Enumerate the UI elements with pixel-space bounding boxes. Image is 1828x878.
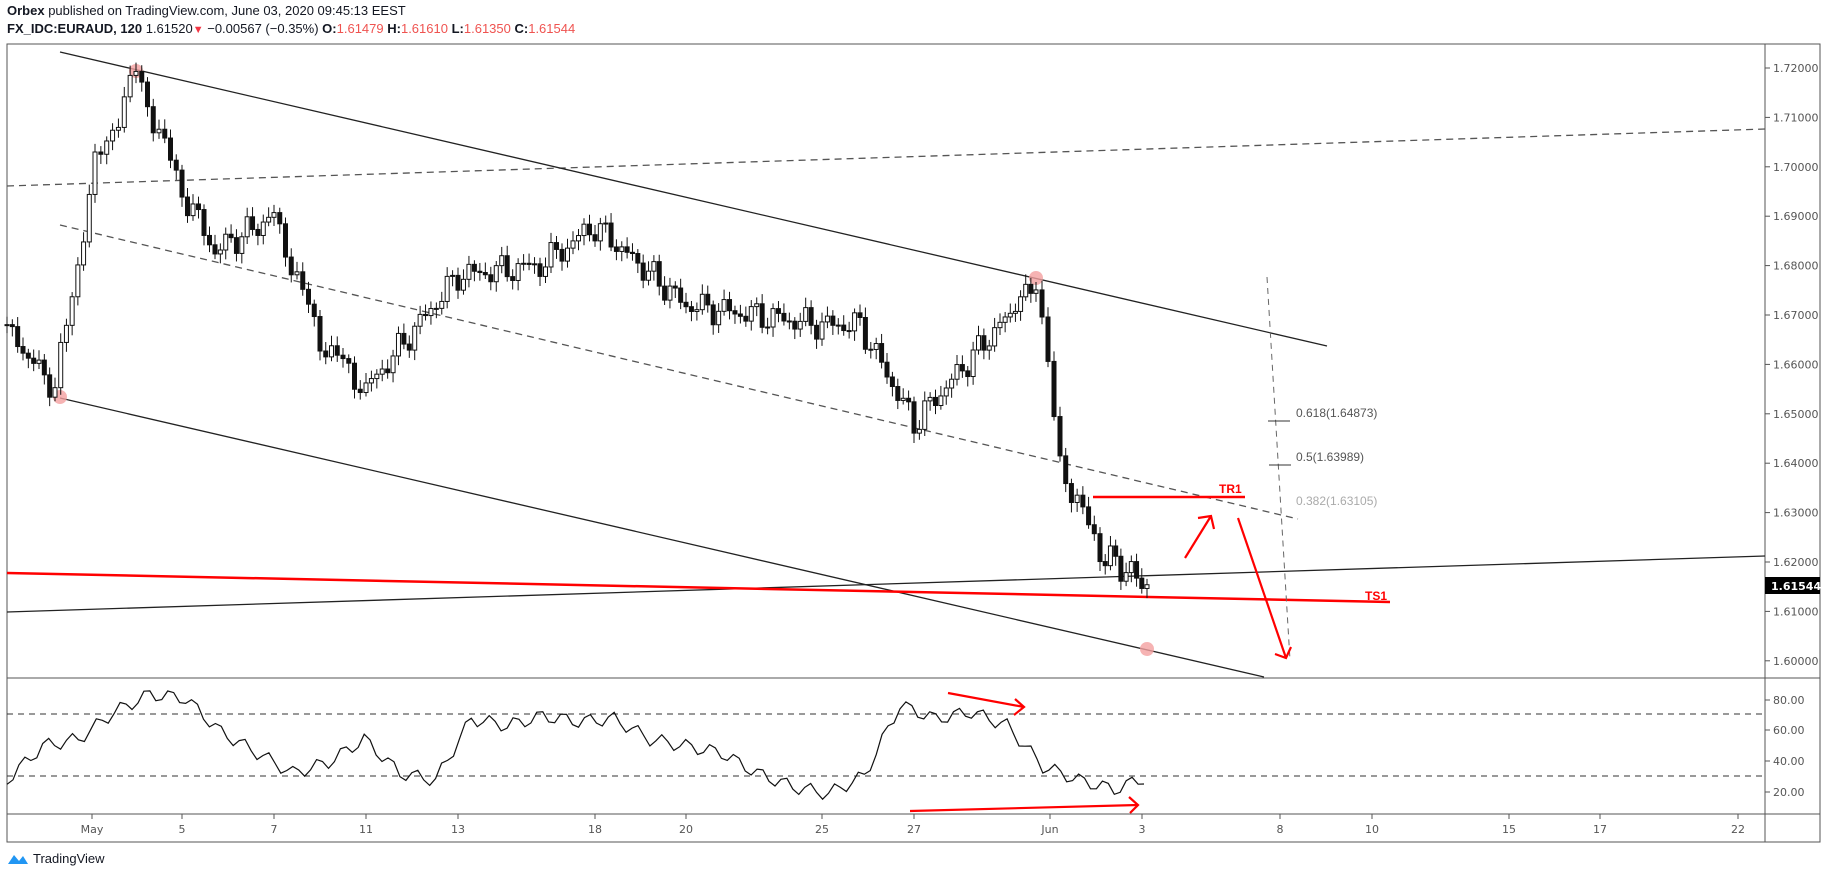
time-tick-label: 10	[1365, 823, 1379, 836]
fib-618-label: 0.618(1.64873)	[1296, 406, 1377, 420]
ts1-label: TS1	[1365, 589, 1387, 603]
price-tick-label: 1.65000	[1773, 408, 1819, 421]
close-value: 1.61544	[528, 21, 576, 36]
time-tick-label: 22	[1731, 823, 1745, 836]
publisher: Orbex	[7, 3, 45, 18]
rsi-divergence-top-arrow[interactable]	[947, 691, 1026, 716]
svg-text:60.00: 60.00	[1773, 724, 1805, 737]
time-tick-label: 5	[179, 823, 186, 836]
swing-low-marker-2	[1140, 642, 1154, 656]
price-tick-label: 1.64000	[1773, 457, 1819, 470]
high-value: 1.61610	[400, 21, 448, 36]
time-tick-label: 3	[1139, 823, 1146, 836]
time-tick-label: 11	[359, 823, 373, 836]
time-tick-label: 25	[815, 823, 829, 836]
time-tick-label: 27	[907, 823, 921, 836]
svg-text:40.00: 40.00	[1773, 755, 1805, 768]
price-tick-label: 1.62000	[1773, 556, 1819, 569]
symbol-legend: FX_IDC:EURAUD, 120 1.61520▼ −0.00567 (−0…	[7, 21, 575, 36]
time-tick-label: 8	[1277, 823, 1284, 836]
swing-high-marker-2	[1029, 271, 1043, 285]
price-axis[interactable]: 1.72000 1.71000 1.70000 1.69000 1.68000 1.670…	[1765, 62, 1819, 668]
price-tick-label: 1.71000	[1773, 111, 1819, 124]
svg-text:20.00: 20.00	[1773, 786, 1805, 799]
close-label: C:	[514, 21, 529, 36]
open-value: 1.61479	[336, 21, 384, 36]
time-tick-label: 15	[1502, 823, 1516, 836]
time-tick-label: 7	[271, 823, 278, 836]
fib-382-label: 0.382(1.63105)	[1296, 494, 1377, 508]
price-tick-label: 1.70000	[1773, 161, 1819, 174]
published-text: published on TradingView.com, June 03, 2…	[48, 3, 406, 18]
time-tick-label: 17	[1593, 823, 1607, 836]
channel-upper-line[interactable]	[59, 51, 1328, 347]
price-tick-label: 1.72000	[1773, 62, 1819, 75]
low-label: L:	[451, 21, 464, 36]
price-tick-label: 1.68000	[1773, 260, 1819, 273]
fib-vertical-dashed[interactable]	[1266, 276, 1291, 661]
open-label: O:	[322, 21, 337, 36]
channel-lower-line[interactable]	[59, 397, 1265, 678]
up-arrow-icon[interactable]	[1184, 514, 1216, 559]
tradingview-brand: TradingView	[33, 851, 105, 866]
tradingview-logo[interactable]: TradingView	[7, 851, 105, 866]
current-price-label: 1.61544	[1771, 580, 1821, 593]
rising-support-line[interactable]	[6, 555, 1766, 613]
price-change: −0.00567 (−0.35%)	[207, 21, 319, 36]
time-tick-label: 13	[451, 823, 465, 836]
rsi-axis: 80.00 60.00 40.00 20.00	[1765, 694, 1805, 799]
candlestick-series[interactable]	[4, 62, 1150, 599]
high-label: H:	[387, 21, 401, 36]
price-tick-label: 1.63000	[1773, 507, 1819, 520]
time-tick-label: Jun	[1040, 823, 1058, 836]
chart-frame	[6, 43, 1821, 843]
time-tick-label: 18	[588, 823, 602, 836]
price-tick-label: 1.61000	[1773, 605, 1819, 618]
price-tick-label: 1.69000	[1773, 210, 1819, 223]
horizontal-dashed-trendline[interactable]	[6, 128, 1766, 187]
low-value: 1.61350	[463, 21, 511, 36]
tr1-label: TR1	[1219, 482, 1242, 496]
price-tick-label: 1.60000	[1773, 655, 1819, 668]
rsi-line[interactable]	[6, 690, 1145, 801]
fib-5-label: 0.5(1.63989)	[1296, 450, 1364, 464]
time-tick-label: May	[81, 823, 104, 836]
time-tick-label: 20	[679, 823, 693, 836]
last-price: 1.61520	[145, 21, 193, 36]
publish-info: Orbex published on TradingView.com, June…	[7, 3, 406, 18]
time-axis[interactable]: May 5 7 11 13 18 20 25 27 Jun 3 8 10 15 17 22	[81, 814, 1745, 836]
ts1-line[interactable]	[6, 571, 1391, 604]
symbol-name[interactable]: FX_IDC:EURAUD, 120	[7, 21, 143, 36]
down-arrow-icon[interactable]	[1236, 517, 1293, 660]
rsi-divergence-bottom-arrow[interactable]	[909, 796, 1140, 814]
channel-mid-line[interactable]	[59, 224, 1299, 520]
svg-text:80.00: 80.00	[1773, 694, 1805, 707]
price-tick-label: 1.67000	[1773, 309, 1819, 322]
down-triangle-icon: ▼	[192, 24, 204, 36]
price-tick-label: 1.66000	[1773, 358, 1819, 371]
tradingview-logo-icon	[8, 854, 28, 864]
current-price-badge	[1765, 577, 1820, 594]
